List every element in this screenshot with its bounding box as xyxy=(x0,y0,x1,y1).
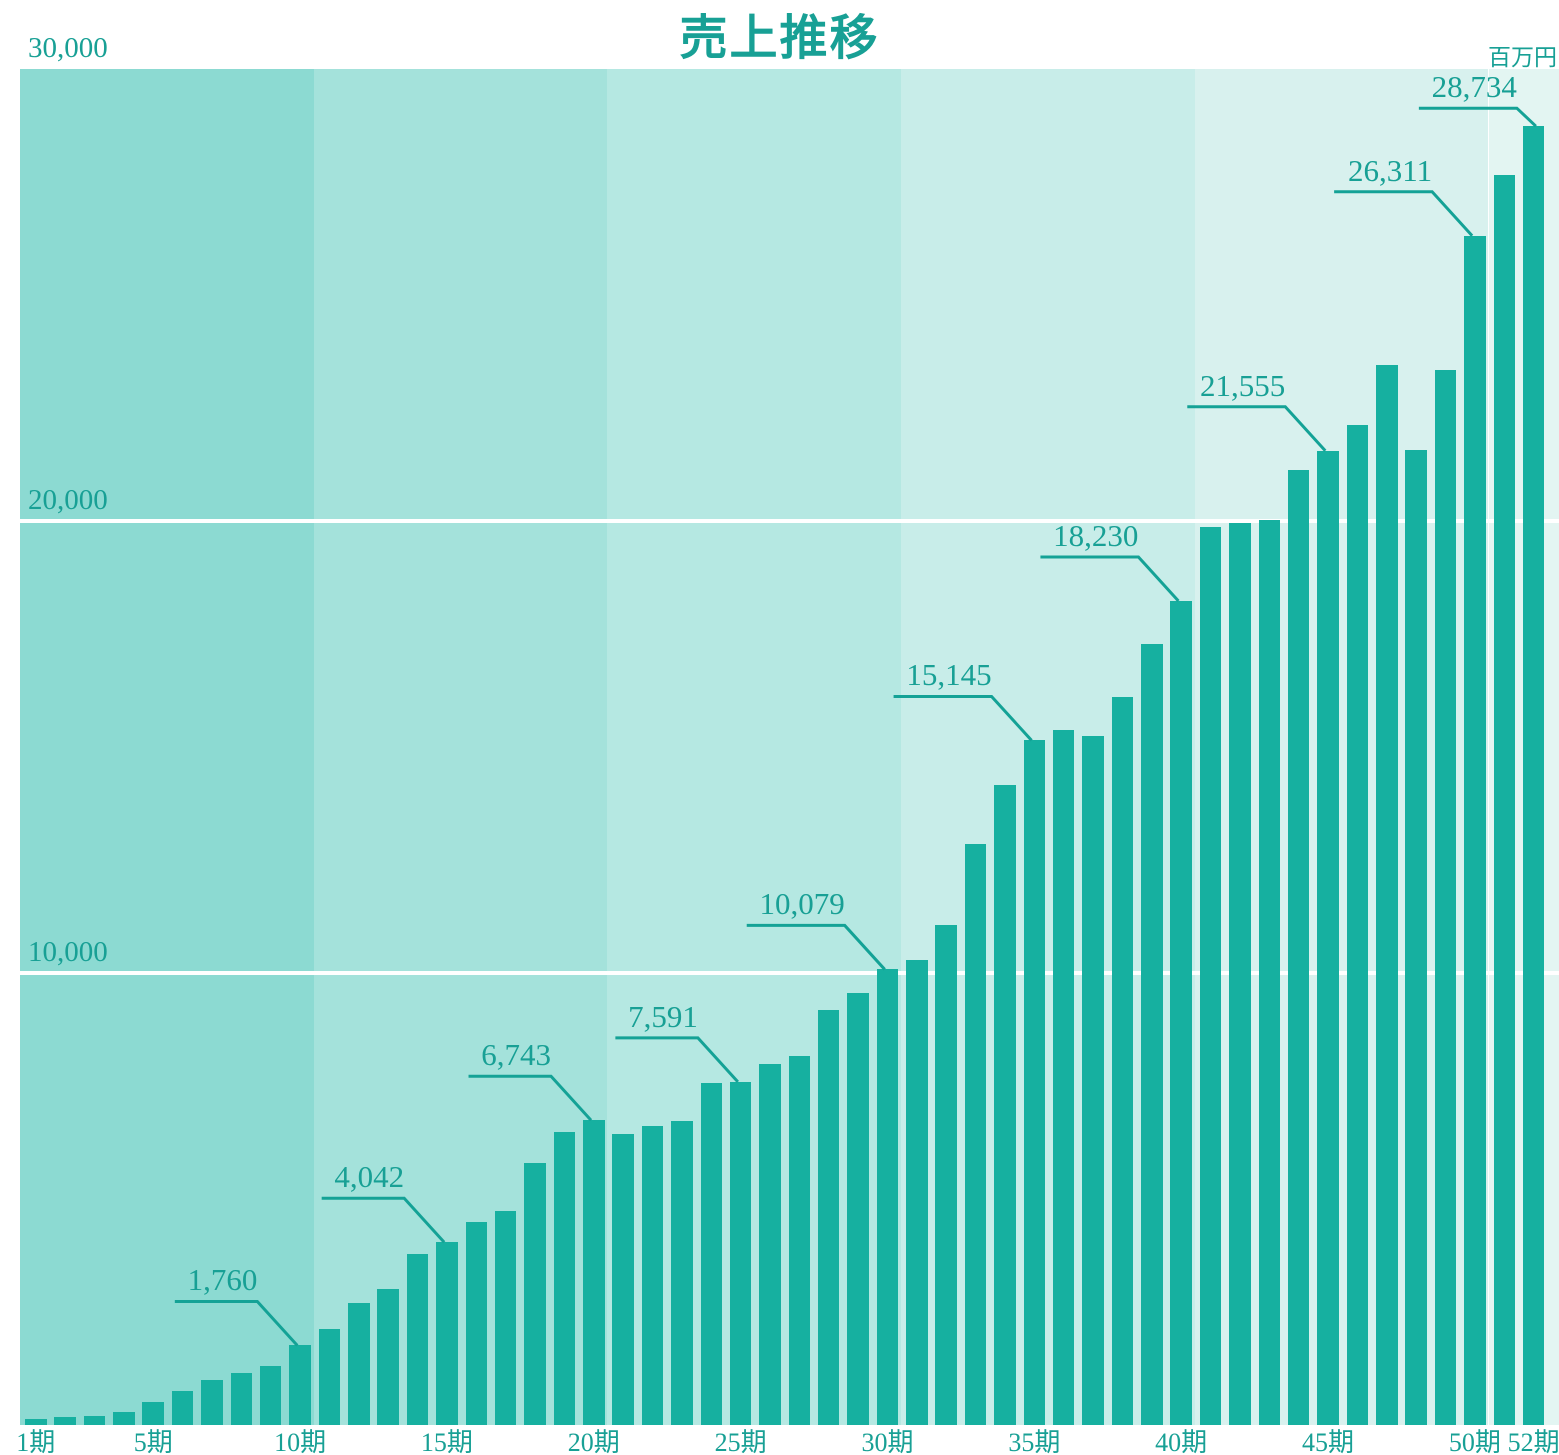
bar-period-7 xyxy=(201,1379,223,1425)
bar-period-29 xyxy=(847,992,869,1425)
bar-period-46 xyxy=(1346,425,1369,1425)
x-tick-label-35: 35期 xyxy=(1008,1428,1061,1455)
callout-line-35 xyxy=(893,694,1033,742)
bar-period-18 xyxy=(524,1162,546,1425)
bar-period-51 xyxy=(1493,175,1515,1425)
bar-period-4 xyxy=(113,1411,135,1425)
bar-period-35 xyxy=(1023,740,1046,1425)
y-tick-label-20000: 20,000 xyxy=(28,484,108,516)
bar-period-2 xyxy=(54,1416,76,1425)
bar-period-37 xyxy=(1082,735,1104,1425)
bar-period-34 xyxy=(994,784,1016,1425)
gridline-20000 xyxy=(20,519,1559,523)
bar-period-12 xyxy=(348,1302,370,1425)
bar-period-14 xyxy=(406,1254,429,1425)
bar-period-40 xyxy=(1170,601,1192,1425)
x-tick-label-52: 52期 xyxy=(1507,1428,1559,1455)
callout-line-52 xyxy=(1418,106,1537,128)
bar-period-41 xyxy=(1199,527,1222,1425)
x-tick-label-30: 30期 xyxy=(861,1428,914,1455)
bar-period-28 xyxy=(817,1010,840,1425)
background-band-1-10 xyxy=(20,69,314,1425)
bar-period-43 xyxy=(1258,520,1281,1425)
bar-period-42 xyxy=(1229,523,1251,1425)
bar-period-47 xyxy=(1376,364,1398,1425)
x-tick-label-25: 25期 xyxy=(714,1428,767,1455)
x-tick-label-20: 20期 xyxy=(567,1428,620,1455)
callout-label-35: 15,145 xyxy=(906,657,992,693)
bar-period-52 xyxy=(1522,126,1545,1425)
bar-period-20 xyxy=(583,1120,605,1425)
bar-period-21 xyxy=(612,1133,634,1425)
callout-label-20: 6,743 xyxy=(481,1037,552,1073)
callout-label-40: 18,230 xyxy=(1053,518,1139,553)
bar-period-50 xyxy=(1464,235,1486,1425)
bar-period-27 xyxy=(788,1056,811,1425)
bar-period-39 xyxy=(1141,643,1163,1425)
bar-period-15 xyxy=(436,1242,458,1425)
bar-period-5 xyxy=(142,1401,164,1425)
bar-period-44 xyxy=(1287,470,1310,1425)
bar-period-31 xyxy=(906,959,928,1425)
x-tick-label-10: 10期 xyxy=(274,1428,327,1455)
bar-period-16 xyxy=(465,1222,488,1425)
x-tick-label-1: 1期 xyxy=(16,1428,56,1455)
bar-period-38 xyxy=(1111,696,1134,1425)
callout-line-20 xyxy=(468,1074,593,1122)
y-tick-label-10000: 10,000 xyxy=(28,936,108,968)
bar-period-24 xyxy=(700,1083,722,1425)
callout-label-45: 21,555 xyxy=(1200,367,1286,403)
bar-period-33 xyxy=(964,844,987,1425)
x-tick-label-45: 45期 xyxy=(1302,1428,1355,1455)
x-tick-label-40: 40期 xyxy=(1155,1428,1208,1455)
bar-period-19 xyxy=(553,1131,576,1425)
bar-period-3 xyxy=(83,1415,106,1425)
bar-period-25 xyxy=(729,1081,752,1425)
gridline-10000 xyxy=(20,971,1559,975)
callout-line-15 xyxy=(321,1196,446,1244)
y-tick-label-30000: 30,000 xyxy=(28,32,108,64)
bar-period-30 xyxy=(876,969,899,1425)
bar-period-23 xyxy=(671,1121,693,1425)
bar-period-8 xyxy=(230,1373,253,1425)
callout-line-50 xyxy=(1334,190,1474,237)
callout-line-10 xyxy=(174,1299,299,1347)
bar-period-6 xyxy=(171,1390,194,1425)
callout-line-30 xyxy=(746,923,886,971)
bar-period-49 xyxy=(1434,369,1457,1425)
bar-period-22 xyxy=(641,1126,664,1425)
callout-label-52: 28,734 xyxy=(1431,69,1517,105)
callout-label-50: 26,311 xyxy=(1348,152,1433,188)
x-tick-label-15: 15期 xyxy=(420,1428,473,1455)
bar-period-32 xyxy=(935,925,957,1425)
bar-period-36 xyxy=(1052,730,1075,1425)
bar-period-1 xyxy=(25,1419,47,1425)
bar-period-11 xyxy=(318,1329,341,1425)
callout-label-10: 1,760 xyxy=(187,1262,258,1298)
callout-line-25 xyxy=(615,1036,739,1083)
callout-line-45 xyxy=(1187,405,1327,452)
bar-period-9 xyxy=(259,1365,282,1425)
unit-label: 百万円 xyxy=(1488,45,1557,70)
callout-label-25: 7,591 xyxy=(628,998,698,1034)
x-tick-label-5: 5期 xyxy=(133,1428,173,1455)
bar-period-48 xyxy=(1405,449,1427,1425)
callout-line-40 xyxy=(1040,555,1180,603)
bar-period-26 xyxy=(759,1063,781,1425)
x-tick-label-50: 50期 xyxy=(1448,1428,1501,1455)
bar-period-45 xyxy=(1317,450,1339,1425)
callout-label-30: 10,079 xyxy=(759,886,845,922)
bar-period-17 xyxy=(494,1211,517,1425)
bar-period-10 xyxy=(289,1345,311,1425)
callout-label-15: 4,042 xyxy=(334,1159,405,1195)
chart-title: 売上推移 xyxy=(679,12,880,65)
bar-period-13 xyxy=(377,1288,399,1425)
